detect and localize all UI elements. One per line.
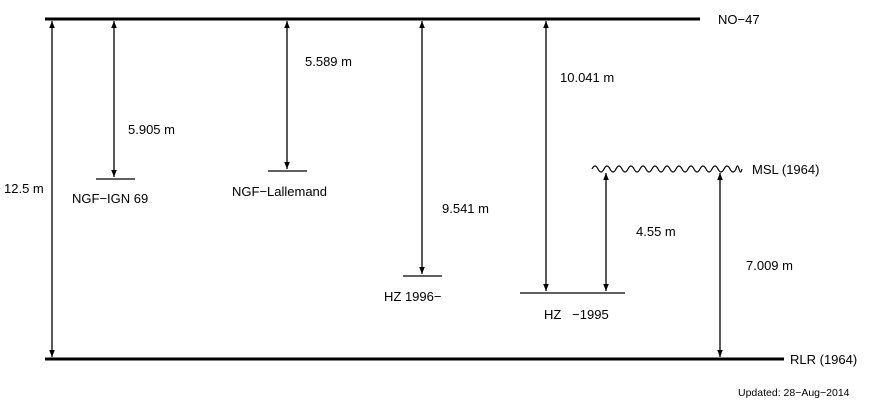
label-hz1996: HZ 1996− [384,289,441,304]
distance-no47-hz1996: 9.541 m [442,201,489,216]
label-rlr-1964: RLR (1964) [790,352,857,367]
updated-note: Updated: 28−Aug−2014 [738,387,850,399]
distance-no47-ngf-lallemand: 5.589 m [305,54,352,69]
distance-no47-rlr: 12.5 m [4,181,44,196]
label-no47: NO−47 [718,12,760,27]
label-msl-1964: MSL (1964) [752,162,819,177]
label-ngf-lallemand: NGF−Lallemand [232,184,327,199]
distance-hz1995-msl: 4.55 m [636,224,676,239]
label-ngf-ign69: NGF−IGN 69 [72,191,148,206]
label-hz1995: HZ −1995 [544,307,609,322]
distance-no47-hz1995: 10.041 m [560,70,614,85]
msl-wavy-line [591,165,743,173]
distance-no47-ngf-ign69: 5.905 m [128,122,175,137]
distance-rlr-msl: 7.009 m [746,258,793,273]
